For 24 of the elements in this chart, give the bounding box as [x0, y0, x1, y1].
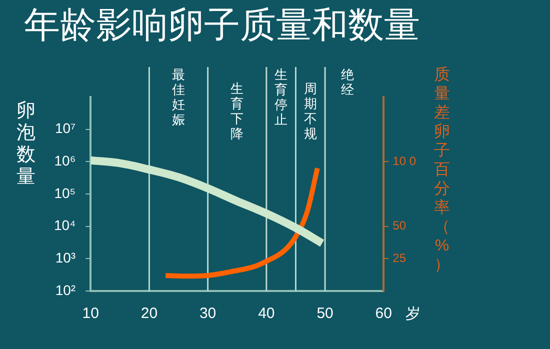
ref-line-label: 最佳妊娠	[172, 67, 186, 128]
ref-line-label: 生育下降	[230, 81, 244, 142]
y-axis-title: 卵泡数量	[16, 100, 36, 188]
text: 质量差卵子百分率（%）	[434, 66, 450, 274]
ref-line-label: 绝经	[341, 67, 354, 98]
y2-tick-label: 50	[392, 218, 406, 233]
y-tick-label: 10⁴	[54, 217, 76, 234]
ref-line-label: 周期不规	[304, 81, 317, 142]
x-tick-label: 30	[199, 305, 216, 322]
x-axis-title: 岁	[406, 306, 421, 323]
y2-tick-label: 25	[392, 250, 406, 265]
x-tick-label: 20	[140, 305, 158, 322]
x-tick-label: 40	[258, 305, 275, 322]
y-tick-label: 10⁶	[54, 152, 76, 169]
x-tick-label: 50	[316, 305, 334, 322]
y-tick-label: 10³	[55, 250, 76, 266]
y2-tick-label: 10 0	[392, 154, 416, 168]
x-tick-label: 60	[375, 305, 392, 322]
y-tick-label: 10²	[55, 282, 76, 298]
y-tick-label: 10⁷	[54, 120, 76, 136]
y-tick-label: 10⁵	[54, 184, 76, 201]
chart-title: 年龄影响卵子质量和数量	[24, 4, 420, 48]
x-tick-label: 10	[82, 305, 99, 322]
ref-line-label: 生育停止	[274, 67, 288, 128]
